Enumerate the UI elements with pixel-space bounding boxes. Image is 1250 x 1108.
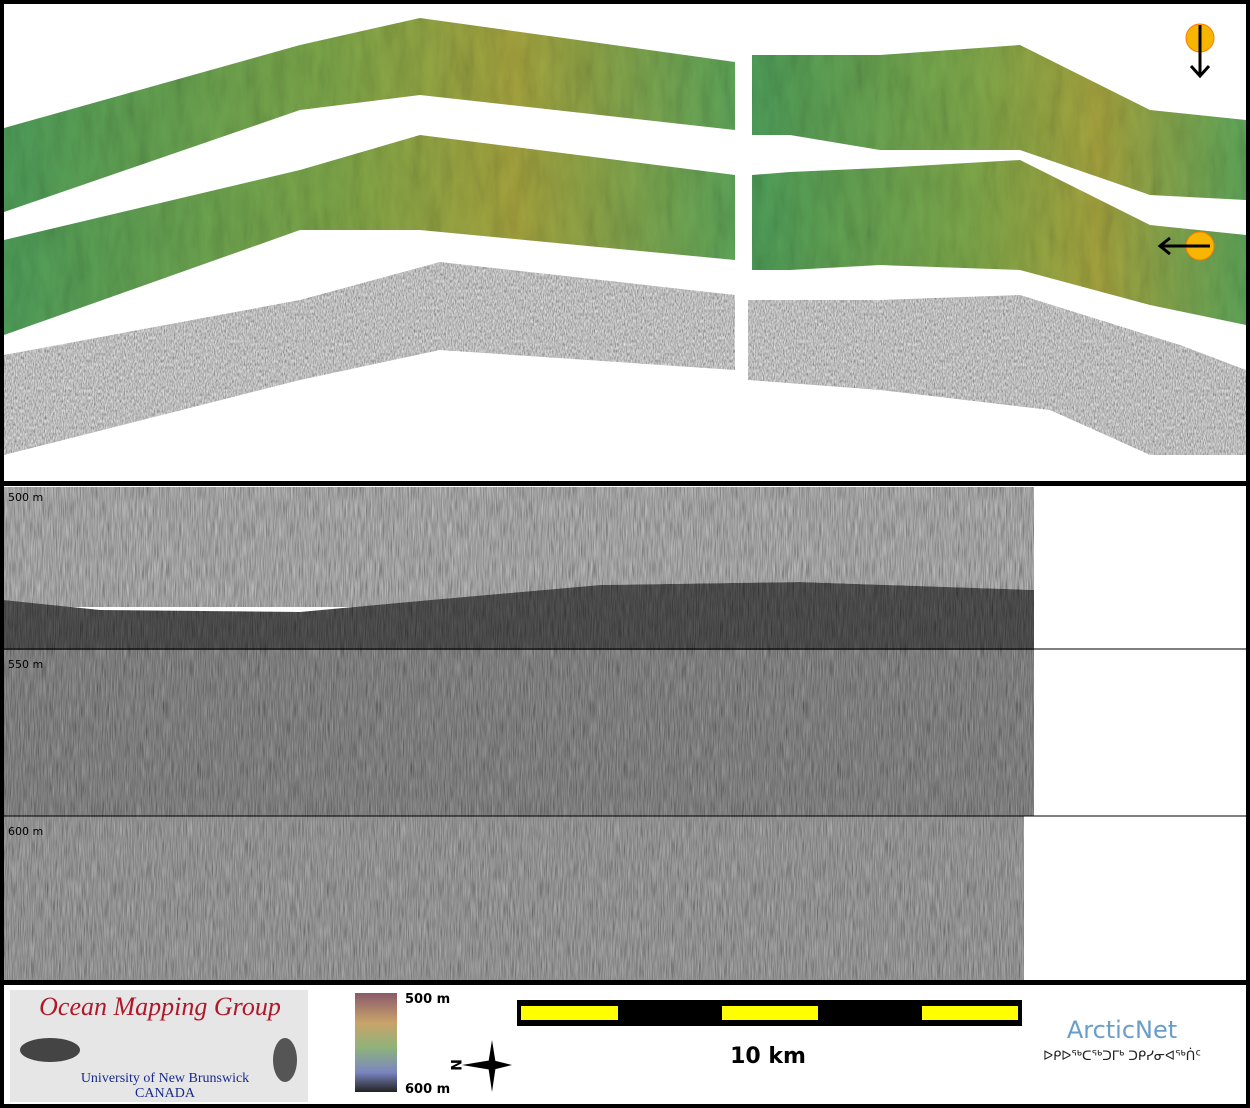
partner-syllabics: ᐅᑭᐅᖅᑕᖅᑐᒥᒃ ᑐᑭᓯᓂᐊᖅᑏᑦ [1043,1047,1201,1064]
north-arrow [462,1040,512,1092]
depth-label: 500 m [8,491,43,504]
logo-line: CANADA [135,1086,196,1101]
north-label: N [447,1059,463,1071]
sonar-profile [4,487,1246,980]
scale-label: 10 km [730,1044,806,1069]
logo-title: Ocean Mapping Group [39,992,281,1021]
depth-label: 600 m [8,825,43,838]
colorbar-label: 600 m [405,1082,450,1097]
depth-label: 550 m [8,658,43,671]
logo-graphic [20,1038,80,1062]
logo-graphic [273,1038,297,1082]
logo-line: University of New Brunswick [81,1071,249,1086]
swath-backscatter [4,262,1246,455]
swath-shaded [4,18,1246,335]
partner-name: ArcticNet [1067,1016,1177,1044]
sun-icons [1157,23,1215,261]
colorbar [355,993,397,1092]
colorbar-label: 500 m [405,992,450,1007]
scale-bar [517,1000,1022,1026]
